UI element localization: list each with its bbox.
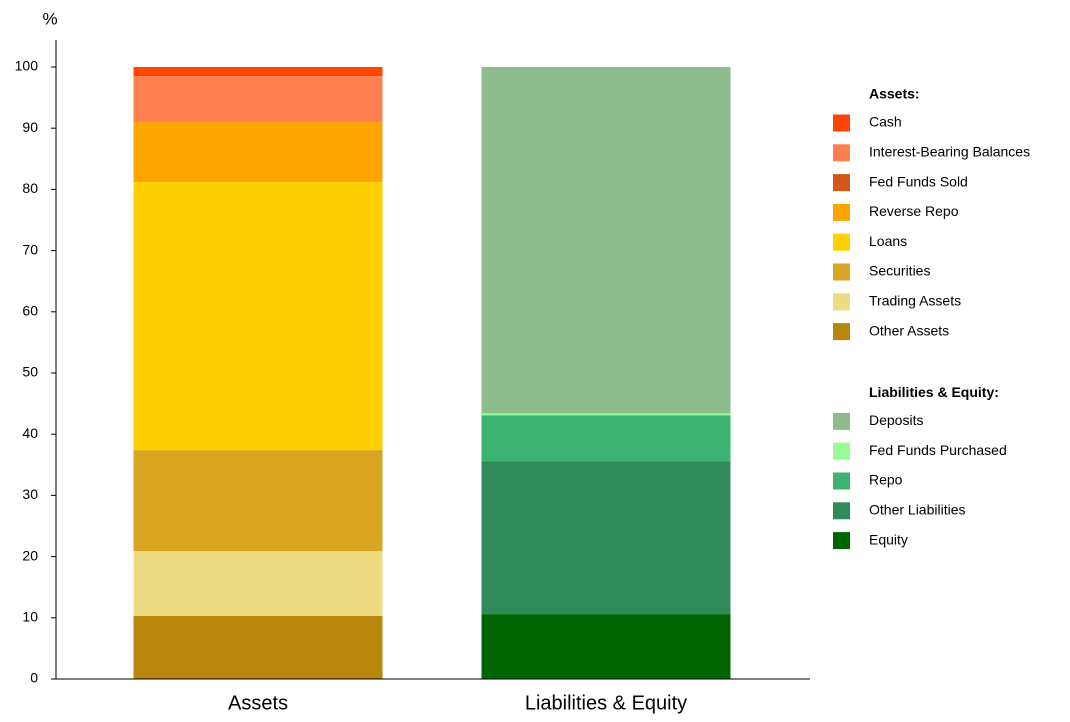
legend-label: Repo [869,472,903,488]
y-tick-label: 0 [30,670,38,686]
legend-swatch [833,532,850,550]
legend-label: Equity [869,531,908,547]
legend-label: Securities [869,263,930,279]
legend-swatch [833,293,850,311]
y-tick-label: 20 [22,547,38,563]
bar-segment [133,551,383,616]
legend-swatch [833,174,850,192]
y-tick-label: 10 [22,609,38,625]
legend-swatch [833,233,850,251]
legend-swatch [833,442,850,460]
bar-segment [133,76,383,123]
legend-title: Liabilities & Equity: [869,384,999,400]
bar-segment [481,67,731,414]
x-tick-label: Liabilities & Equity [525,692,687,714]
bar-segment [133,122,383,183]
legend-label: Other Assets [869,322,949,338]
legend-label: Other Liabilities [869,502,966,518]
legend-swatch [833,144,850,162]
legend-label: Fed Funds Purchased [869,442,1007,458]
bar-segment [133,615,383,679]
x-tick-label: Assets [228,692,288,714]
bar-segment [481,614,731,679]
legend-swatch [833,323,850,341]
bar-segment [481,415,731,462]
legend-label: Deposits [869,412,923,428]
legend-label: Cash [869,114,902,130]
y-tick-label: 30 [22,486,38,502]
y-tick-label: 90 [22,119,38,135]
y-tick-label: 70 [22,241,38,257]
y-tick-label: 40 [22,425,38,441]
y-tick-label: 100 [15,58,39,74]
legend-label: Reverse Repo [869,203,959,219]
legend-label: Fed Funds Sold [869,173,968,189]
legend-label: Trading Assets [869,293,961,309]
legend-swatch [833,203,850,221]
y-tick-label: 50 [22,364,38,380]
legend-swatch [833,472,850,490]
bar-segment [133,67,383,77]
bar-segment [133,450,383,552]
bar-segment [481,461,731,615]
legend-title: Assets: [869,86,920,102]
y-tick-label: 80 [22,180,38,196]
bar-segment [481,413,731,416]
legend-swatch [833,263,850,281]
y-axis-label: % [42,9,57,28]
bar-segment [133,182,383,451]
legend-swatch [833,114,850,132]
legend-swatch [833,412,850,430]
y-tick-label: 60 [22,303,38,319]
legend-swatch [833,502,850,520]
legend-label: Interest-Bearing Balances [869,144,1030,160]
legend-label: Loans [869,233,907,249]
